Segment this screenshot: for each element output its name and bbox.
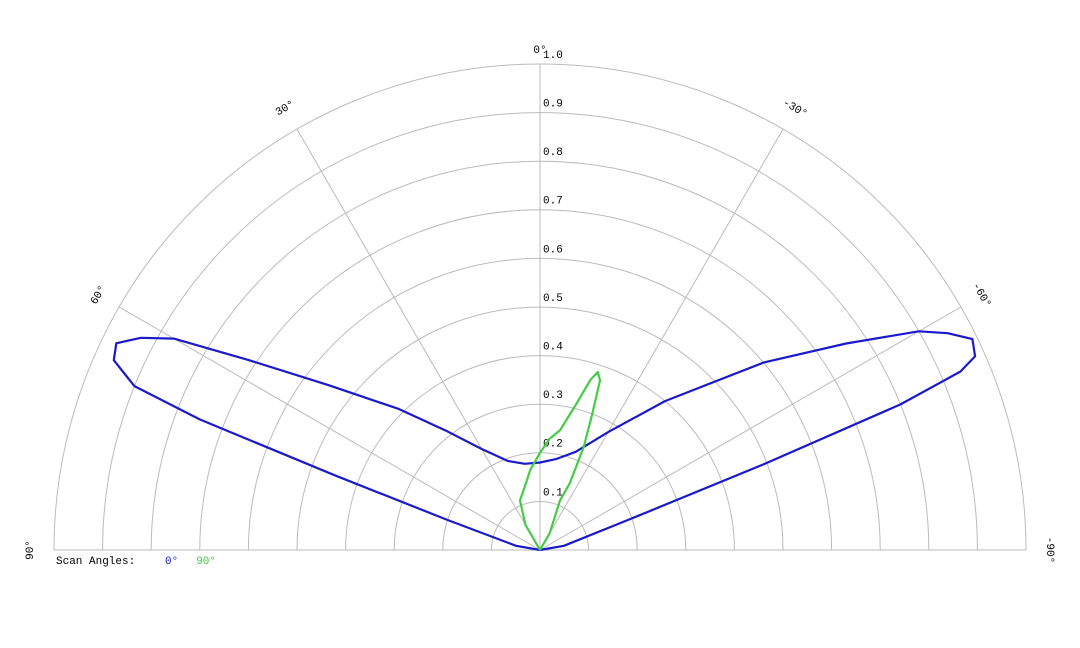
theta-tick-label: 0° [533,45,546,57]
series-line [518,370,602,551]
theta-tick-label: -30° [780,97,809,121]
r-tick-label: 0.5 [543,293,563,305]
theta-tick-label: 90° [25,540,37,560]
grid-spoke [118,306,541,551]
r-tick-label: 0.7 [543,196,563,208]
r-tick-label: 0.8 [543,147,563,159]
legend-entry: 90° [196,556,216,568]
grid-spoke [296,128,541,551]
theta-tick-label: 30° [274,99,297,119]
r-tick-label: 0.1 [543,487,563,499]
grid-spoke [539,306,962,551]
legend-entry: 0° [165,556,178,568]
r-tick-label: 0.3 [543,390,563,402]
r-tick-label: 1.0 [543,50,563,62]
r-tick-label: 0.4 [543,342,563,354]
legend-title: Scan Angles: [56,556,135,568]
theta-tick-label: -90° [1043,537,1055,563]
theta-tick-label: 60° [89,284,109,307]
theta-tick-label: -60° [969,281,993,310]
series-line [112,330,977,552]
r-tick-label: 0.6 [543,244,563,256]
grid-spoke [539,128,784,551]
r-tick-label: 0.9 [543,99,563,111]
